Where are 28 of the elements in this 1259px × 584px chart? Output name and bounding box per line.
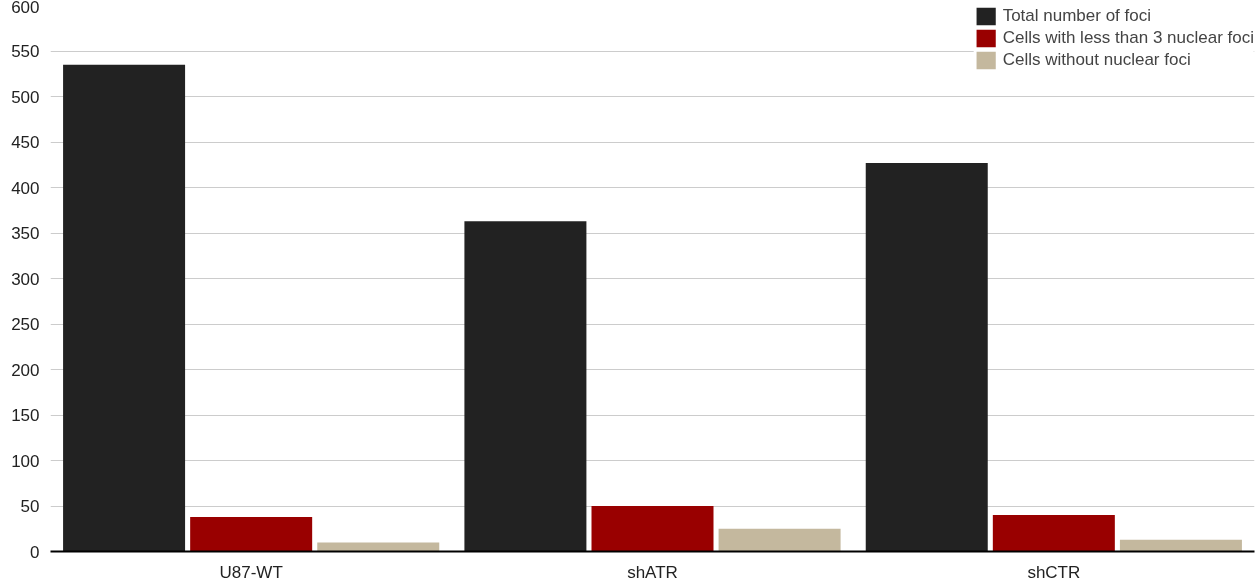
x-tick-label: U87-WT (219, 562, 283, 582)
legend-label: Cells with less than 3 nuclear foci (1002, 28, 1254, 48)
y-tick-label: 450 (11, 133, 40, 152)
legend-label: Total number of foci (1002, 6, 1152, 26)
y-tick-label: 400 (11, 178, 40, 198)
y-tick-label: 500 (11, 87, 40, 107)
bar (464, 221, 587, 552)
y-tick-label: 0 (30, 542, 40, 562)
y-tick-label: 100 (11, 451, 40, 471)
bar (317, 542, 440, 552)
y-tick-label: 550 (11, 42, 40, 61)
y-tick-label: 200 (11, 360, 40, 380)
y-tick-label: 600 (11, 0, 40, 17)
bar (865, 162, 988, 552)
legend-label: Cells without nuclear foci (1002, 50, 1191, 70)
bar (63, 64, 186, 552)
bar (992, 515, 1115, 552)
y-tick-label: 150 (11, 406, 40, 425)
bar (1119, 539, 1242, 552)
y-tick-label: 250 (11, 315, 40, 334)
x-tick-label: shATR (627, 562, 678, 582)
x-tick-label: shCTR (1027, 562, 1081, 582)
bar (718, 528, 841, 552)
y-tick-label: 350 (11, 224, 40, 243)
y-tick-label: 50 (20, 497, 40, 516)
bar (190, 516, 313, 552)
y-tick-label: 300 (11, 269, 40, 289)
bar (591, 506, 714, 552)
